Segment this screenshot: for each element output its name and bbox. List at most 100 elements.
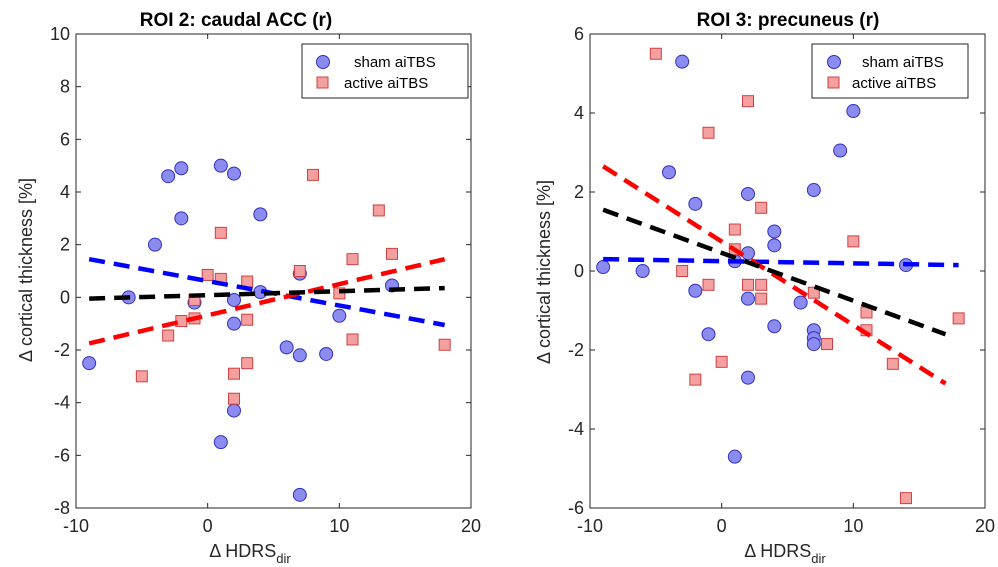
fit-line-active <box>88 256 446 346</box>
data-point-active <box>755 201 768 214</box>
y-axis-label: Δ cortical thickness [%] <box>534 180 554 364</box>
data-point-active <box>438 338 451 351</box>
legend-box <box>301 43 469 99</box>
data-point-active <box>900 492 912 505</box>
legend-marker-active <box>827 76 840 89</box>
data-point-active <box>228 392 240 405</box>
data-point-sham <box>319 346 334 361</box>
data-point-sham <box>227 316 241 331</box>
y-tick-label: -4 <box>568 419 584 439</box>
data-point-sham <box>662 165 676 180</box>
data-point-active <box>241 313 254 326</box>
data-point-sham <box>635 264 650 278</box>
data-point-sham <box>82 356 97 371</box>
axes-frame <box>589 33 986 509</box>
data-point-active <box>702 126 715 139</box>
data-point-active <box>952 312 965 325</box>
y-tick-label: -8 <box>54 498 70 518</box>
data-point-active <box>135 370 148 383</box>
data-point-active <box>346 253 359 266</box>
data-point-active <box>821 338 833 351</box>
data-point-active <box>689 373 702 386</box>
y-tick-label: 2 <box>60 235 70 255</box>
data-point-sham <box>741 291 755 306</box>
data-point-active <box>702 278 715 291</box>
data-point-active <box>201 268 214 281</box>
x-axis-label: Δ HDRSdir <box>744 541 826 566</box>
data-point-sham <box>767 319 782 334</box>
legend-marker-sham <box>827 55 841 69</box>
legend: sham aiTBS active aiTBS <box>811 43 969 99</box>
data-point-sham <box>741 186 755 201</box>
data-point-active <box>742 278 754 291</box>
data-point-active <box>886 357 899 370</box>
y-tick-label: 8 <box>60 77 70 97</box>
data-point-sham <box>227 403 241 418</box>
data-point-sham <box>292 348 307 363</box>
x-tick-label: 0 <box>203 516 213 536</box>
chart-title: ROI 3: precuneus (r) <box>697 10 880 31</box>
data-point-active <box>755 278 768 291</box>
x-tick-label: 20 <box>461 516 481 536</box>
data-point-active <box>162 329 175 342</box>
data-point-sham <box>833 143 848 158</box>
data-point-sham <box>767 238 782 253</box>
y-tick-label: 6 <box>60 129 70 149</box>
data-point-active <box>676 265 689 277</box>
data-point-active <box>372 204 385 217</box>
y-tick-label: -6 <box>54 445 70 465</box>
data-point-active <box>715 355 728 368</box>
y-tick-label: -2 <box>54 340 70 360</box>
data-point-sham <box>253 207 268 222</box>
data-point-active <box>214 226 227 239</box>
y-tick-label: -2 <box>568 340 584 360</box>
x-tick-label: 0 <box>717 516 727 536</box>
y-tick-label: 2 <box>574 182 584 202</box>
data-point-sham <box>701 327 716 342</box>
data-point-sham <box>806 337 821 352</box>
data-point-active <box>807 286 820 299</box>
data-point-active <box>228 367 240 380</box>
fit-line-sham <box>603 256 959 268</box>
legend: sham aiTBS active aiTBS <box>301 43 469 99</box>
data-point-active <box>649 47 662 60</box>
fit-line-overall <box>602 207 947 337</box>
data-point-active <box>175 315 188 328</box>
legend-label-active: active aiTBS <box>344 75 428 92</box>
data-point-active <box>728 223 741 236</box>
x-tick-label: -10 <box>63 516 89 536</box>
data-point-sham <box>688 196 703 211</box>
data-point-sham <box>688 283 703 298</box>
y-tick-label: 10 <box>50 24 70 44</box>
data-point-sham <box>741 370 755 385</box>
y-tick-label: -4 <box>54 393 70 413</box>
y-tick-label: 4 <box>574 103 584 123</box>
y-tick-label: 0 <box>60 287 70 307</box>
y-tick-label: 4 <box>60 182 70 202</box>
data-point-sham <box>174 161 189 176</box>
data-point-sham <box>227 166 241 181</box>
data-point-sham <box>279 340 294 355</box>
chart-title: ROI 2: caudal ACC (r) <box>140 10 333 31</box>
data-point-sham <box>148 237 162 252</box>
data-point-sham <box>727 449 742 464</box>
x-tick-label: 10 <box>329 516 349 536</box>
data-point-active <box>755 292 768 305</box>
chart-panel-roi2: ROI 2: caudal ACC (r) Δ HDRSdir Δ cortic… <box>16 10 481 566</box>
legend-label-active: active aiTBS <box>852 75 936 92</box>
fit-line-overall <box>89 285 445 301</box>
axes-frame <box>75 33 472 509</box>
data-point-sham <box>332 308 347 323</box>
data-point-active <box>346 333 359 346</box>
data-point-active <box>386 247 398 260</box>
data-point-sham <box>596 260 611 275</box>
legend-marker-active <box>316 76 329 89</box>
y-tick-label: -6 <box>568 498 584 518</box>
y-tick-label: 0 <box>574 261 584 281</box>
x-tick-label: 20 <box>975 516 995 536</box>
data-point-sham <box>806 183 821 198</box>
x-axis-label: Δ HDRSdir <box>209 541 291 566</box>
data-point-sham <box>793 295 808 310</box>
y-tick-label: 6 <box>574 24 584 44</box>
